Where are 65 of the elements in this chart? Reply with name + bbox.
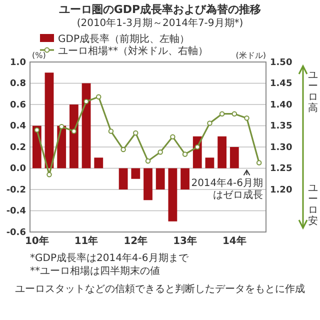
point <box>46 172 52 178</box>
x-tick-label: 14年 <box>222 235 246 248</box>
y2-axis-title: (米ドル) <box>236 51 266 60</box>
bar <box>94 158 104 168</box>
point <box>182 152 188 157</box>
point <box>244 115 250 121</box>
point <box>108 128 114 134</box>
x-tick-label: 10年 <box>24 235 49 248</box>
point <box>207 120 212 126</box>
point <box>133 130 138 136</box>
y2-tick-label: 1.30 <box>270 142 292 153</box>
bar <box>156 168 165 190</box>
y2-tick-label: 1.20 <box>270 185 292 196</box>
y2-tick-label: 1.35 <box>270 122 292 132</box>
y-tick-label: -0.4 <box>6 206 26 217</box>
point <box>219 111 225 116</box>
point <box>170 134 176 140</box>
point <box>84 98 89 104</box>
bar <box>205 158 214 168</box>
annotation: 2014年4-6月期はゼロ成長 <box>191 177 263 201</box>
y2-tick-label: 1.40 <box>270 100 292 110</box>
bar <box>70 104 78 168</box>
y-tick-label: -0.6 <box>6 228 26 238</box>
y2-tick-label: 1.50 <box>270 58 292 68</box>
y-tick-label: 0.6 <box>10 100 26 110</box>
text: **ユーロ相場は四半期末の値 <box>30 265 160 277</box>
point <box>232 111 238 116</box>
text: ユーロ安 <box>308 183 318 227</box>
chart-title: ユーロ圏のGDP成長率および為替の推移 <box>58 3 262 16</box>
bar <box>118 168 128 190</box>
bar <box>131 168 140 179</box>
text: ユーロ高 <box>308 70 318 114</box>
y2-tick-label: 1.45 <box>270 79 292 90</box>
point <box>158 149 163 155</box>
x-tick-label: 13年 <box>173 235 197 248</box>
y-tick-label: 0.4 <box>10 122 26 132</box>
x-tick-label: 12年 <box>124 235 148 248</box>
chart-subtitle: (2010年1-3月期～2014年7-9月期*) <box>76 17 244 29</box>
legend-label: ユーロ相場**（対米ドル、右軸） <box>58 45 208 57</box>
bar <box>82 83 91 168</box>
point <box>194 144 200 150</box>
point <box>34 127 40 133</box>
point <box>145 158 151 164</box>
bar <box>44 72 54 168</box>
legend-label: GDP成長率（前期比、左軸） <box>58 33 190 45</box>
y2-tick-label: 1.25 <box>270 164 292 174</box>
y-tick-label: -0.2 <box>6 185 26 196</box>
bar <box>218 136 226 168</box>
bar <box>144 168 152 200</box>
text: ユーロスタットなどの信頼できると判断したデータをもとに作成 <box>15 283 305 295</box>
point <box>96 94 102 100</box>
bar <box>168 168 178 222</box>
bar <box>180 168 190 190</box>
y-tick-label: 1.0 <box>10 58 26 68</box>
point <box>58 124 64 130</box>
point <box>71 128 77 134</box>
text: *GDP成長率は2014年4-6月期まで <box>30 252 190 264</box>
y-tick-label: 0.2 <box>10 142 26 153</box>
point <box>256 160 262 166</box>
y-tick-label: 0.8 <box>10 79 26 90</box>
x-tick-label: 11年 <box>74 235 98 248</box>
y-tick-label: 0.0 <box>10 164 26 174</box>
point <box>120 146 126 152</box>
y-axis-title: (%) <box>32 51 46 60</box>
bar <box>230 147 239 168</box>
